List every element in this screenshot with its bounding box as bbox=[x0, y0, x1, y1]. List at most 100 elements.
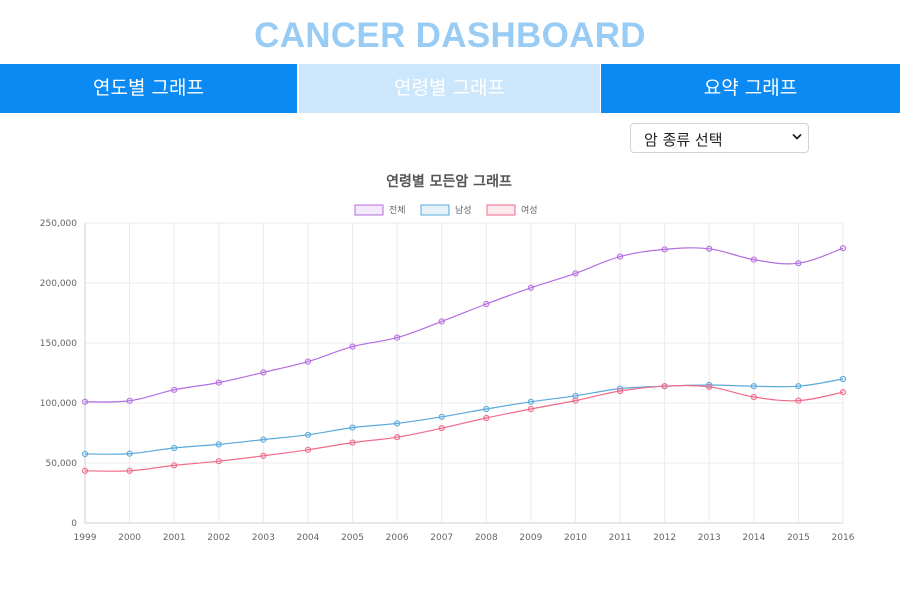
x-tick-label: 2000 bbox=[118, 533, 141, 543]
data-point[interactable] bbox=[661, 246, 668, 253]
data-point[interactable] bbox=[661, 383, 668, 390]
data-point[interactable] bbox=[572, 270, 579, 277]
data-point[interactable] bbox=[349, 343, 356, 350]
data-point[interactable] bbox=[438, 425, 445, 432]
x-tick-label: 2004 bbox=[296, 533, 319, 543]
data-point[interactable] bbox=[304, 446, 312, 453]
data-point[interactable] bbox=[750, 256, 757, 263]
chart-grid bbox=[84, 222, 844, 524]
data-point[interactable] bbox=[795, 260, 802, 267]
legend-swatch bbox=[486, 204, 516, 216]
data-point[interactable] bbox=[438, 413, 445, 420]
chevron-down-icon bbox=[792, 134, 802, 140]
x-tick-label: 2008 bbox=[475, 533, 498, 543]
series-0 bbox=[81, 245, 847, 405]
data-point[interactable] bbox=[750, 393, 757, 401]
age-line-chart: 연령별 모든암 그래프 전체 남성 여성 0 50,000 100,000 150,000… bbox=[40, 173, 855, 543]
x-axis: 1999 2000 2001 2002 2003 2004 2005 2006 2007 2008… bbox=[74, 533, 855, 543]
x-tick-label: 2006 bbox=[386, 533, 409, 543]
data-point[interactable] bbox=[616, 253, 624, 260]
data-point[interactable] bbox=[171, 444, 178, 452]
series-line bbox=[84, 384, 844, 472]
data-point[interactable] bbox=[260, 436, 267, 443]
legend-label[interactable]: 여성 bbox=[521, 204, 538, 216]
data-point[interactable] bbox=[438, 318, 445, 325]
select-label: 암 종류 선택 bbox=[644, 131, 723, 149]
data-point[interactable] bbox=[706, 383, 713, 390]
x-tick-label: 2013 bbox=[698, 533, 721, 543]
data-point[interactable] bbox=[483, 300, 490, 308]
series-1 bbox=[81, 375, 847, 458]
y-tick-label: 100,000 bbox=[40, 399, 77, 409]
x-tick-label: 2016 bbox=[832, 533, 855, 543]
x-tick-label: 2005 bbox=[341, 533, 364, 543]
data-point[interactable] bbox=[349, 424, 356, 431]
x-tick-label: 2010 bbox=[564, 533, 587, 543]
data-point[interactable] bbox=[215, 441, 222, 448]
x-tick-label: 2009 bbox=[519, 533, 542, 543]
data-point[interactable] bbox=[839, 375, 847, 383]
series-2 bbox=[81, 383, 847, 474]
data-point[interactable] bbox=[706, 245, 713, 252]
data-point[interactable] bbox=[171, 386, 178, 393]
data-point[interactable] bbox=[527, 284, 534, 291]
data-point[interactable] bbox=[750, 383, 757, 390]
x-tick-label: 2002 bbox=[207, 533, 230, 543]
x-tick-label: 2014 bbox=[742, 533, 765, 543]
x-tick-label: 2003 bbox=[252, 533, 275, 543]
y-tick-label: 0 bbox=[71, 519, 77, 529]
legend-label[interactable]: 남성 bbox=[455, 205, 472, 216]
data-point[interactable] bbox=[81, 398, 89, 405]
legend-swatch bbox=[420, 204, 450, 216]
y-axis: 0 50,000 100,000 150,000 200,000 250,000 bbox=[40, 219, 77, 529]
x-tick-label: 2001 bbox=[163, 533, 186, 543]
x-tick-label: 2012 bbox=[653, 533, 676, 543]
data-point[interactable] bbox=[483, 414, 490, 422]
data-point[interactable] bbox=[572, 397, 579, 404]
y-tick-label: 50,000 bbox=[46, 459, 78, 469]
tab-summary[interactable]: 요약 그래프 bbox=[601, 64, 900, 113]
dashboard-title: CANCER DASHBOARD bbox=[254, 16, 646, 55]
series-line bbox=[84, 378, 844, 455]
x-tick-label: 2015 bbox=[787, 533, 810, 543]
data-point[interactable] bbox=[126, 467, 133, 474]
data-point[interactable] bbox=[795, 383, 802, 390]
data-point[interactable] bbox=[795, 397, 802, 404]
data-point[interactable] bbox=[81, 450, 89, 458]
tab-by-age[interactable]: 연령별 그래프 bbox=[299, 64, 600, 113]
data-point[interactable] bbox=[126, 397, 133, 404]
data-point[interactable] bbox=[260, 369, 267, 376]
x-tick-label: 1999 bbox=[74, 533, 97, 543]
series-line bbox=[84, 247, 844, 403]
data-point[interactable] bbox=[394, 420, 401, 427]
legend-swatch bbox=[354, 204, 384, 216]
tab-by-year[interactable]: 연도별 그래프 bbox=[0, 64, 297, 113]
data-point[interactable] bbox=[527, 405, 534, 413]
chart-title: 연령별 모든암 그래프 bbox=[386, 173, 512, 190]
data-point[interactable] bbox=[171, 462, 178, 469]
tab-bar: 연도별 그래프 연령별 그래프 요약 그래프 bbox=[0, 64, 900, 113]
data-point[interactable] bbox=[839, 389, 847, 396]
data-point[interactable] bbox=[839, 245, 847, 252]
x-tick-label: 2007 bbox=[430, 533, 453, 543]
data-point[interactable] bbox=[81, 467, 89, 474]
data-point[interactable] bbox=[215, 458, 222, 465]
data-point[interactable] bbox=[349, 439, 356, 446]
x-tick-label: 2011 bbox=[609, 533, 632, 543]
data-point[interactable] bbox=[304, 431, 312, 438]
cancer-type-select[interactable]: 암 종류 선택 bbox=[630, 123, 809, 153]
y-tick-label: 250,000 bbox=[40, 219, 77, 229]
data-point[interactable] bbox=[527, 398, 534, 405]
y-tick-label: 200,000 bbox=[40, 279, 77, 289]
legend-label[interactable]: 전체 bbox=[389, 205, 406, 216]
data-point[interactable] bbox=[304, 358, 312, 365]
data-point[interactable] bbox=[215, 379, 222, 386]
data-point[interactable] bbox=[483, 405, 490, 413]
y-tick-label: 150,000 bbox=[40, 339, 77, 349]
data-point[interactable] bbox=[394, 434, 401, 441]
data-point[interactable] bbox=[126, 450, 133, 457]
data-point[interactable] bbox=[616, 387, 624, 395]
data-point[interactable] bbox=[260, 452, 267, 459]
chart-legend: 전체 남성 여성 bbox=[354, 204, 538, 216]
data-point[interactable] bbox=[394, 334, 401, 341]
